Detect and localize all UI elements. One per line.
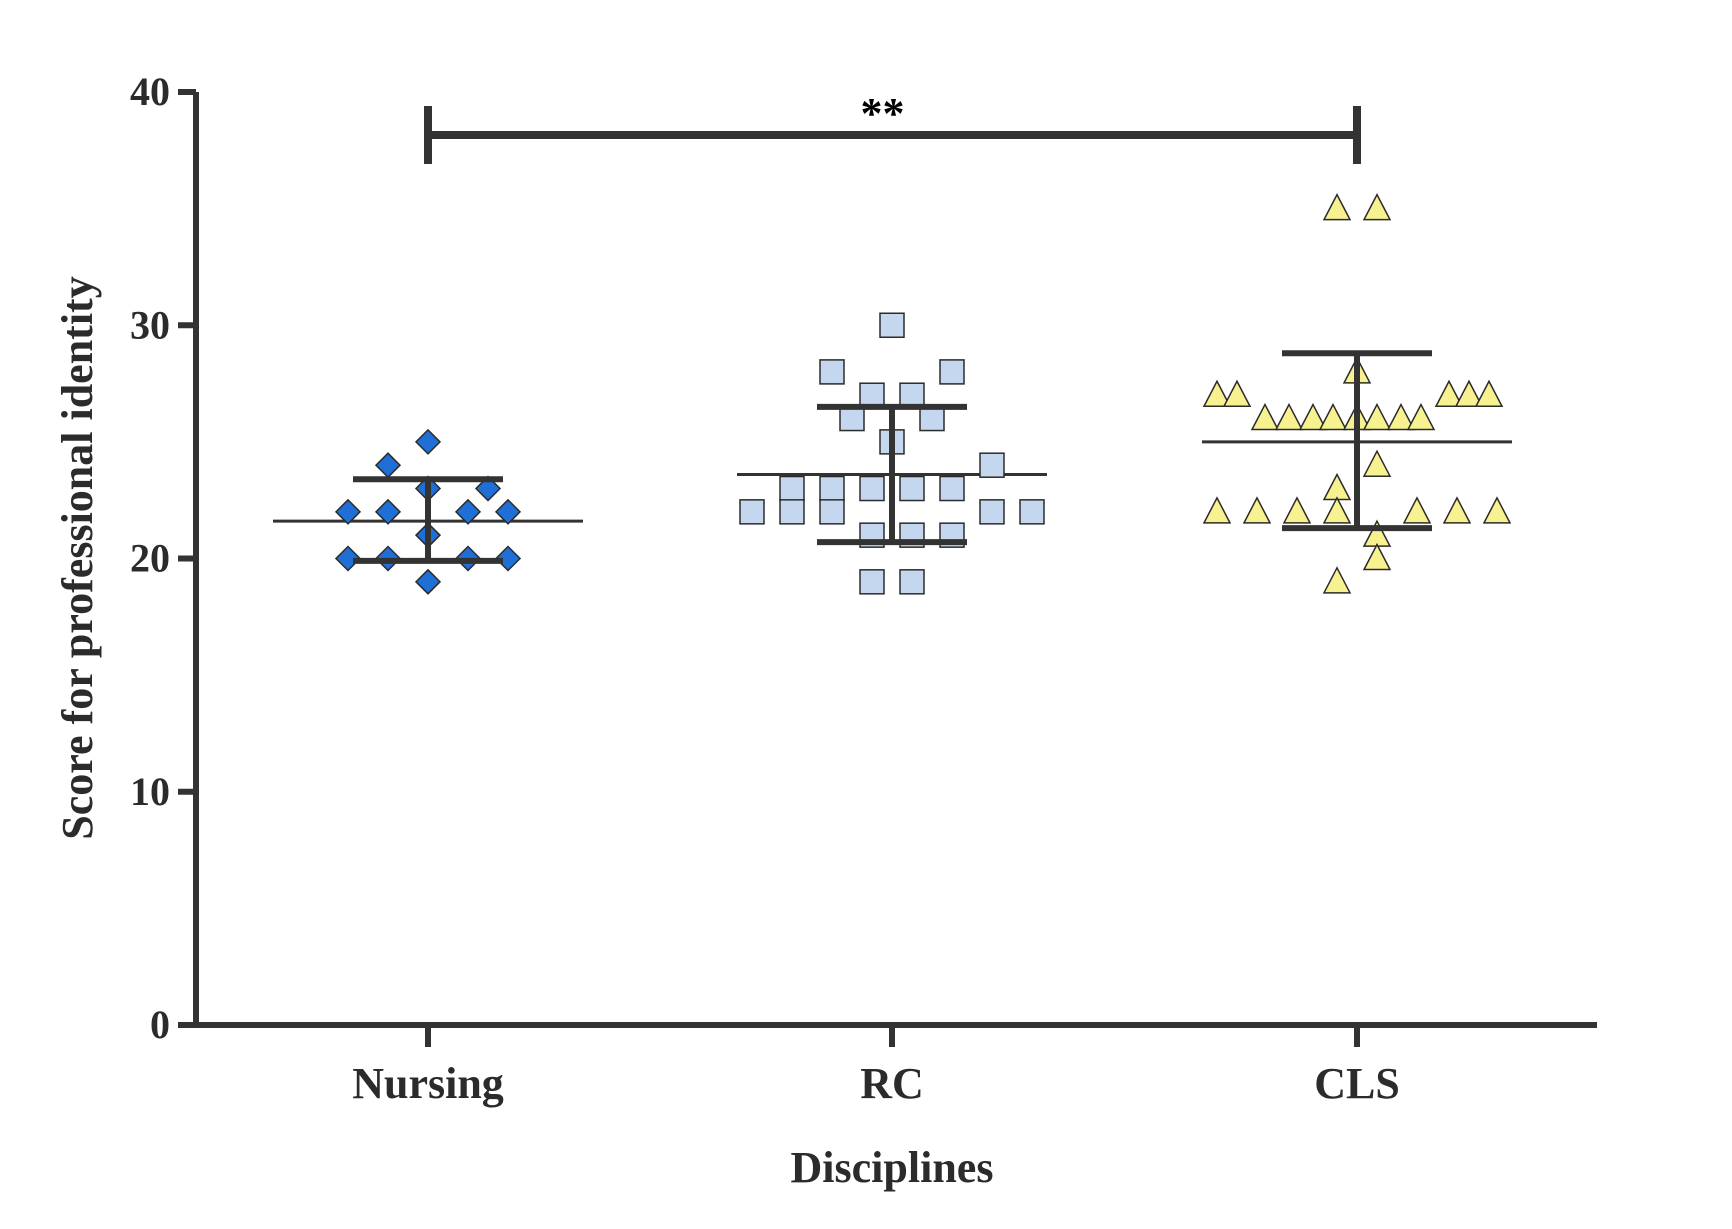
category-label: Nursing: [352, 1059, 504, 1108]
data-point: [1406, 402, 1436, 431]
data-point: [1322, 192, 1352, 221]
category-label: RC: [860, 1059, 924, 1108]
data-point: [1386, 402, 1416, 431]
data-point: [939, 475, 965, 502]
data-groups: [273, 192, 1512, 595]
data-point: [1362, 519, 1392, 547]
data-point: [819, 475, 845, 502]
group-nursing: [273, 428, 583, 595]
data-point: [1202, 496, 1232, 524]
data-point: [779, 475, 805, 502]
group-rc: [737, 312, 1047, 595]
data-point: [1434, 379, 1464, 407]
data-point: [1322, 472, 1352, 501]
data-point: [1250, 402, 1280, 431]
x-ticks: Nursing RC CLS: [352, 1025, 1400, 1108]
y-tick-label: 40: [130, 69, 170, 114]
group-cls: [1202, 192, 1512, 594]
data-point: [374, 452, 402, 479]
data-point: [1402, 496, 1432, 524]
data-point: [414, 568, 442, 595]
category-label: CLS: [1314, 1059, 1400, 1108]
data-point: [474, 475, 502, 502]
data-point: [1019, 499, 1045, 525]
data-point: [919, 405, 945, 432]
data-point: [939, 359, 965, 385]
data-point: [979, 452, 1005, 478]
significance-bracket: **: [424, 89, 1361, 164]
x-axis-title: Disciplines: [791, 1143, 994, 1192]
data-point: [879, 312, 905, 338]
significance-label: **: [861, 89, 905, 138]
data-point: [454, 498, 482, 525]
data-point: [1242, 496, 1272, 524]
data-point: [1222, 379, 1252, 407]
data-point: [1362, 449, 1392, 477]
data-point: [1474, 379, 1504, 407]
data-point: [979, 499, 1005, 525]
data-point: [494, 545, 522, 572]
data-point: [1274, 402, 1304, 431]
data-point: [1362, 402, 1392, 431]
data-point: [859, 382, 885, 408]
data-point: [739, 499, 765, 525]
data-point: [779, 499, 805, 525]
data-point: [1282, 496, 1312, 524]
data-point: [819, 499, 845, 525]
y-tick-label: 0: [150, 1002, 170, 1047]
data-point: [859, 569, 885, 595]
data-point: [414, 428, 442, 455]
data-point: [859, 475, 885, 502]
y-axis-title: Score for professional identity: [53, 276, 102, 839]
data-point: [899, 475, 925, 502]
data-point: [1482, 496, 1512, 524]
data-point: [1454, 379, 1484, 407]
data-point: [1202, 379, 1232, 407]
y-ticks: 0 10 20 30 40: [130, 69, 196, 1047]
data-point: [1322, 566, 1352, 594]
data-point: [1298, 402, 1328, 431]
data-point: [1318, 402, 1348, 431]
data-point: [374, 498, 402, 525]
data-point: [839, 405, 865, 432]
data-point: [1362, 192, 1392, 221]
data-point: [899, 569, 925, 595]
data-point: [1362, 542, 1392, 571]
y-tick-label: 30: [130, 302, 170, 347]
data-point: [899, 382, 925, 408]
data-point: [1322, 496, 1352, 524]
data-point: [334, 498, 362, 525]
data-point: [334, 545, 362, 572]
data-point: [494, 498, 522, 525]
data-point: [1442, 496, 1472, 524]
y-tick-label: 20: [130, 536, 170, 581]
data-point: [819, 359, 845, 385]
y-tick-label: 10: [130, 769, 170, 814]
